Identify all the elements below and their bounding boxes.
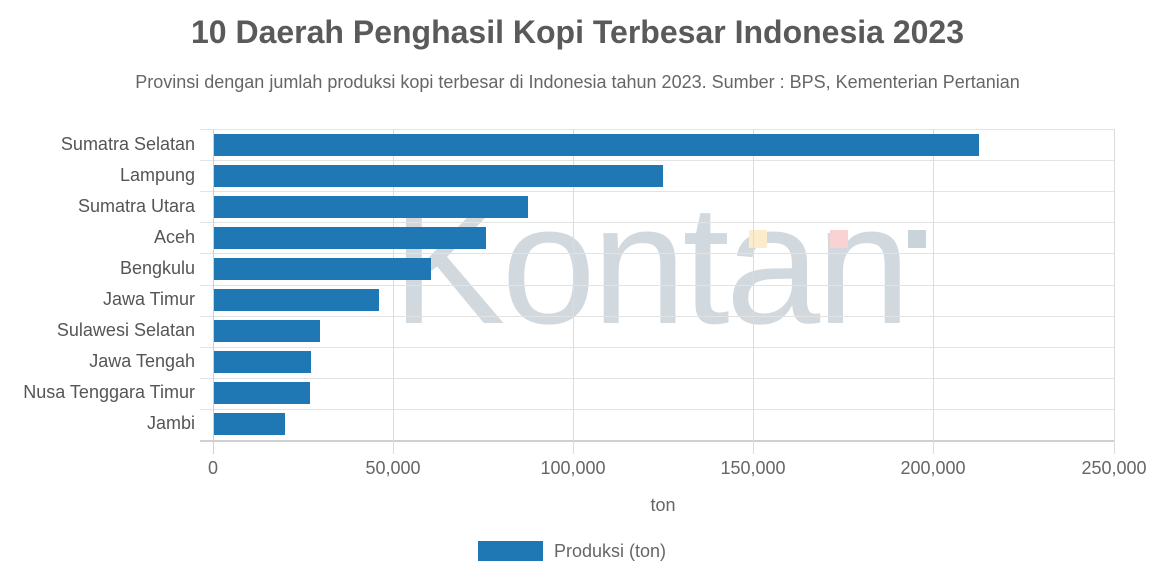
y-category-label: Sumatra Selatan <box>60 134 195 154</box>
gridline-horizontal <box>200 160 1115 161</box>
gridline-vertical <box>933 129 934 454</box>
bar[interactable] <box>214 134 979 156</box>
legend-swatch-icon <box>478 541 543 561</box>
bar[interactable] <box>214 320 320 342</box>
bar[interactable] <box>214 351 311 373</box>
watermark-yellow-square-icon <box>749 230 767 248</box>
x-tick-label: 250,000 <box>1081 458 1147 478</box>
chart-subtitle: Provinsi dengan jumlah produksi kopi ter… <box>135 72 1020 92</box>
bar[interactable] <box>214 289 379 311</box>
x-axis-title: ton <box>650 495 676 515</box>
gridline-vertical <box>393 129 394 454</box>
legend-label: Produksi (ton) <box>554 540 667 561</box>
gridline-horizontal <box>200 347 1115 348</box>
watermark-pink-square-icon <box>830 230 848 248</box>
x-tick-label: 50,000 <box>365 458 421 478</box>
y-category-label: Lampung <box>119 165 195 185</box>
y-category-label: Aceh <box>153 227 195 247</box>
gridline-vertical <box>573 129 574 454</box>
bar[interactable] <box>214 165 663 187</box>
y-category-label: Sumatra Utara <box>77 196 195 216</box>
gridline-horizontal <box>200 378 1115 379</box>
y-category-label: Sulawesi Selatan <box>56 320 195 340</box>
gridline-horizontal <box>200 253 1115 254</box>
gridline-horizontal <box>200 191 1115 192</box>
y-category-label: Jawa Timur <box>102 289 195 309</box>
y-axis-line <box>213 129 214 454</box>
x-tick-label: 150,000 <box>720 458 786 478</box>
y-category-label: Jambi <box>146 413 195 433</box>
chart-title: 10 Daerah Penghasil Kopi Terbesar Indone… <box>190 14 965 50</box>
gridline-horizontal <box>200 129 1115 130</box>
y-category-label: Nusa Tenggara Timur <box>23 382 195 402</box>
bar[interactable] <box>214 196 528 218</box>
gridline-vertical <box>1114 129 1115 454</box>
bar[interactable] <box>214 227 486 249</box>
bar[interactable] <box>214 413 285 435</box>
x-axis-line <box>200 440 1115 442</box>
y-category-label: Jawa Tengah <box>89 351 195 371</box>
legend[interactable]: Produksi (ton) <box>478 541 666 561</box>
gridline-horizontal <box>200 222 1115 223</box>
gridline-horizontal <box>200 316 1115 317</box>
x-tick-label: 200,000 <box>900 458 966 478</box>
gridline-horizontal <box>200 409 1115 410</box>
gridline-horizontal <box>200 285 1115 286</box>
y-category-label: Bengkulu <box>119 258 195 278</box>
gridline-vertical <box>753 129 754 454</box>
bar[interactable] <box>214 382 310 404</box>
x-tick-label: 0 <box>207 458 219 478</box>
x-tick-label: 100,000 <box>540 458 606 478</box>
bar[interactable] <box>214 258 431 280</box>
watermark-gray-square-icon <box>908 230 926 248</box>
